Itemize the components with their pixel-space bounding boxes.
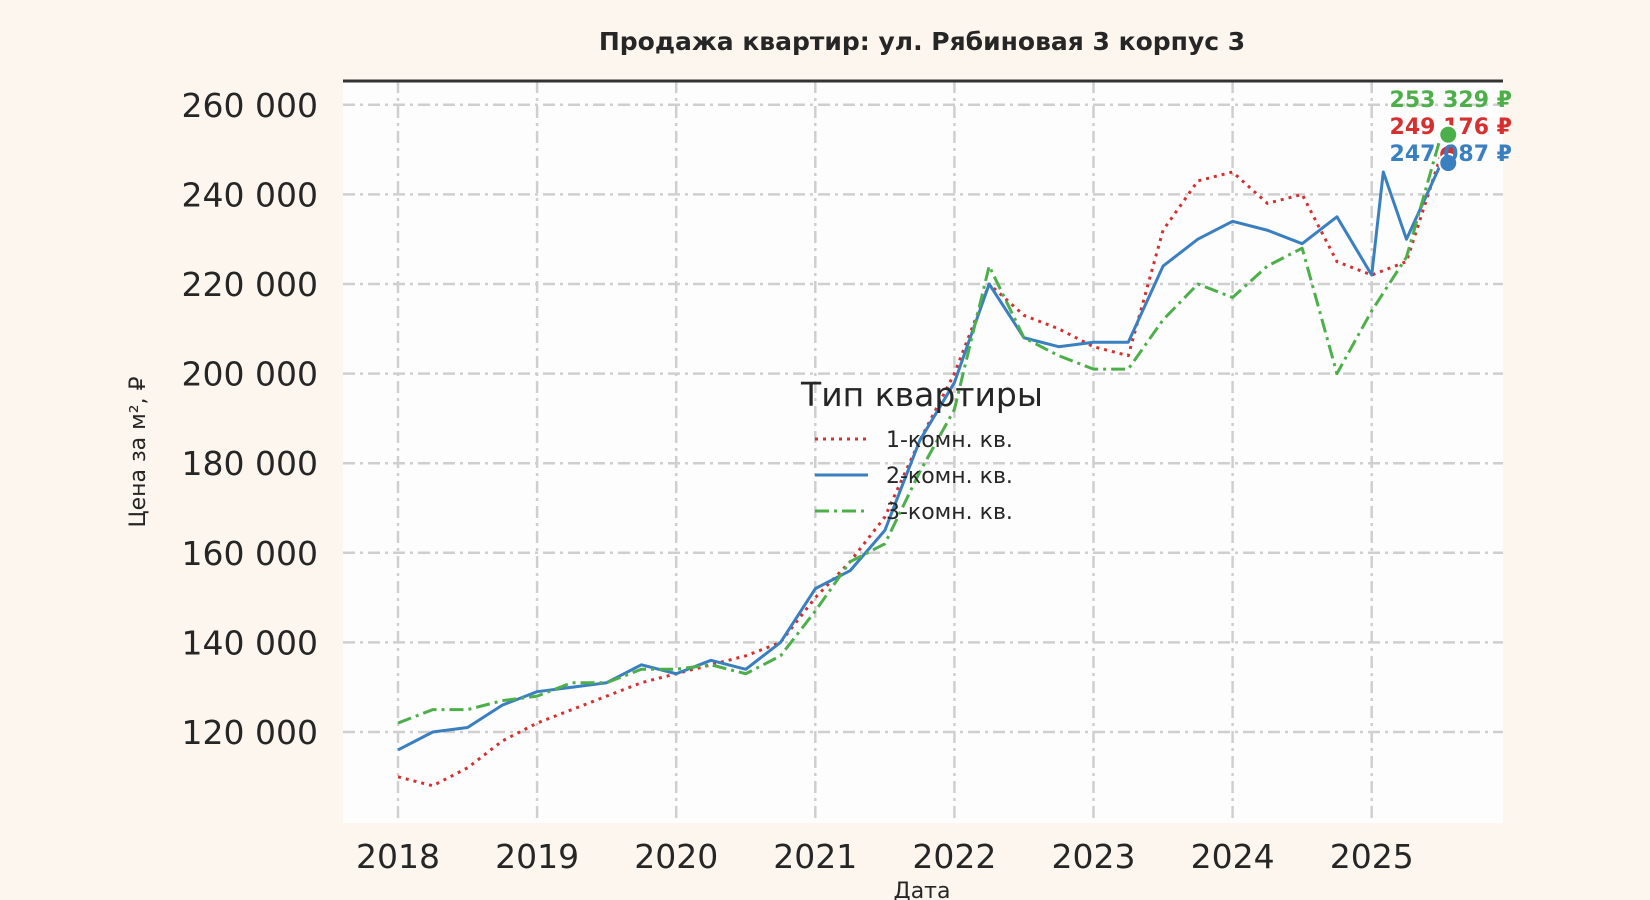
y-tick-label: 120 000 — [182, 713, 318, 752]
x-tick-label: 2022 — [912, 837, 996, 876]
y-tick-label: 180 000 — [182, 444, 318, 483]
y-tick-label: 140 000 — [182, 623, 318, 662]
series-lines — [397, 134, 1443, 788]
x-tick-label: 2019 — [495, 837, 579, 876]
x-axis-label: Дата — [894, 879, 951, 900]
series-line-2 — [397, 162, 1443, 752]
legend-entry: 1-комн. кв. — [886, 428, 1013, 453]
x-tick-label: 2021 — [773, 837, 857, 876]
tick-labels: 120 000 140 000 160 000 180 000 200 000 220 0… — [182, 86, 1414, 876]
x-tick-label: 2023 — [1052, 837, 1136, 876]
legend-entry: 3-комн. кв. — [886, 500, 1013, 525]
series-line-1 — [397, 153, 1443, 788]
series-line-3 — [397, 134, 1443, 725]
x-tick-label: 2018 — [356, 837, 440, 876]
chart-title: Продажа квартир: ул. Рябиновая 3 корпус … — [599, 27, 1245, 56]
legend-entry: 2-комн. кв. — [886, 464, 1013, 489]
x-tick-label: 2025 — [1330, 837, 1414, 876]
y-tick-label: 160 000 — [182, 534, 318, 573]
y-tick-label: 200 000 — [182, 355, 318, 394]
y-tick-label: 240 000 — [182, 175, 318, 214]
end-marker — [1438, 124, 1459, 145]
end-markers: 249 176 ₽247 087 ₽253 329 ₽ — [1390, 88, 1512, 174]
end-marker — [1438, 153, 1459, 174]
legend: Тип квартиры 1-комн. кв. 2-комн. кв. 3-ком… — [800, 375, 1043, 525]
legend-title: Тип квартиры — [800, 375, 1043, 414]
y-axis-label: Цена за м², ₽ — [126, 376, 151, 527]
y-tick-label: 220 000 — [182, 265, 318, 304]
end-value-label: 253 329 ₽ — [1390, 88, 1512, 113]
x-tick-label: 2020 — [634, 837, 718, 876]
x-tick-label: 2024 — [1191, 837, 1275, 876]
end-value-label: 247 087 ₽ — [1390, 142, 1512, 167]
y-tick-label: 260 000 — [182, 86, 318, 125]
